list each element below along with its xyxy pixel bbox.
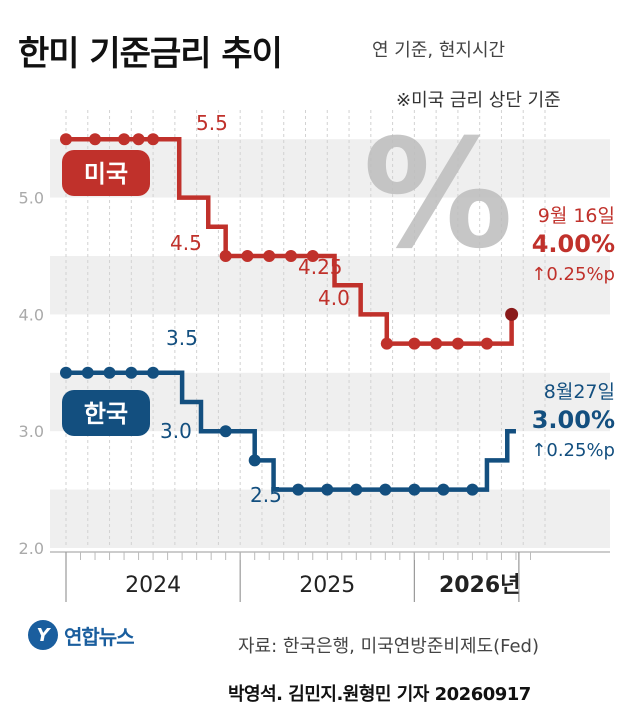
data-point [379, 483, 392, 496]
data-point [380, 337, 393, 350]
korea-latest-callout: 8월27일 3.00% ↑0.25%p [531, 381, 615, 461]
korea-rate-label: 2.5 [250, 483, 282, 507]
rate-basis-note: ※미국 금리 상단 기준 [396, 90, 561, 111]
data-point [292, 483, 305, 496]
byline: 박영석. 김민지.원형민 기자 20260917 [228, 684, 531, 705]
y-tick-label: 4.0 [19, 305, 44, 324]
data-point [451, 337, 464, 350]
data-point [408, 483, 421, 496]
us-latest-callout: 9월 16일 4.00% ↑0.25%p [531, 205, 615, 285]
data-point [480, 337, 493, 350]
latest-date: 9월 16일 [538, 205, 615, 227]
data-point [132, 133, 145, 146]
data-point [118, 133, 131, 146]
data-point [263, 250, 276, 262]
data-point [60, 133, 72, 146]
data-source: 자료: 한국은행, 미국연방준비제도(Fed) [238, 636, 539, 657]
data-point [241, 250, 254, 262]
series-us [60, 133, 519, 350]
data-point [284, 250, 297, 262]
y-tick-label: 3.0 [19, 422, 44, 441]
grid-band-2 [50, 256, 610, 315]
data-point [103, 366, 116, 379]
latest-value: 4.00% [532, 230, 615, 258]
us-rate-label: 4.25 [298, 255, 343, 279]
korea-badge: 한국 [62, 390, 150, 436]
latest-value: 3.00% [532, 406, 615, 434]
x-period-label: 2025 [299, 573, 355, 598]
series-korea [60, 366, 516, 496]
data-point [125, 366, 138, 379]
latest-change: ↑0.25%p [531, 440, 615, 461]
percent-decoration-icon: % [363, 108, 513, 282]
y-tick-label: 5.0 [19, 189, 44, 208]
korea-rate-label: 3.0 [160, 419, 192, 443]
data-point [350, 483, 363, 496]
x-period-label: 2026년 [439, 573, 520, 598]
us-badge: 미국 [62, 150, 150, 196]
badge-bg [62, 150, 150, 196]
badge-label: 한국 [84, 400, 128, 428]
data-point [89, 133, 102, 146]
data-point [306, 250, 319, 262]
us-rate-label: 4.5 [170, 231, 202, 255]
yonhap-logo-icon: Y [28, 620, 58, 650]
data-point [81, 366, 94, 379]
grid-band-0 [50, 489, 610, 548]
data-point [505, 307, 519, 321]
publisher-name: 연합뉴스 [64, 624, 135, 649]
data-point [248, 454, 261, 467]
data-point [408, 337, 421, 350]
us-rate-label: 4.0 [318, 286, 350, 310]
publisher-logo: Y 연합뉴스 [28, 620, 135, 650]
data-point [466, 483, 479, 496]
data-point [147, 366, 160, 379]
y-tick-label: 2.0 [19, 539, 44, 558]
us-rate-label: 5.5 [196, 111, 228, 135]
page-subtitle: 연 기준, 현지시간 [372, 40, 506, 61]
data-point [437, 483, 450, 496]
data-point [60, 366, 72, 379]
badge-bg [62, 390, 150, 436]
data-point [147, 133, 160, 146]
data-point [321, 483, 334, 496]
data-point [430, 337, 443, 350]
data-point [219, 250, 232, 262]
latest-change: ↑0.25%p [531, 264, 615, 285]
korea-rate-label: 3.5 [166, 326, 198, 350]
x-period-label: 2024 [125, 573, 181, 598]
page-title: 한미 기준금리 추이 [18, 34, 283, 74]
latest-date: 8월27일 [544, 381, 615, 403]
badge-label: 미국 [84, 160, 128, 188]
data-point [219, 425, 232, 438]
